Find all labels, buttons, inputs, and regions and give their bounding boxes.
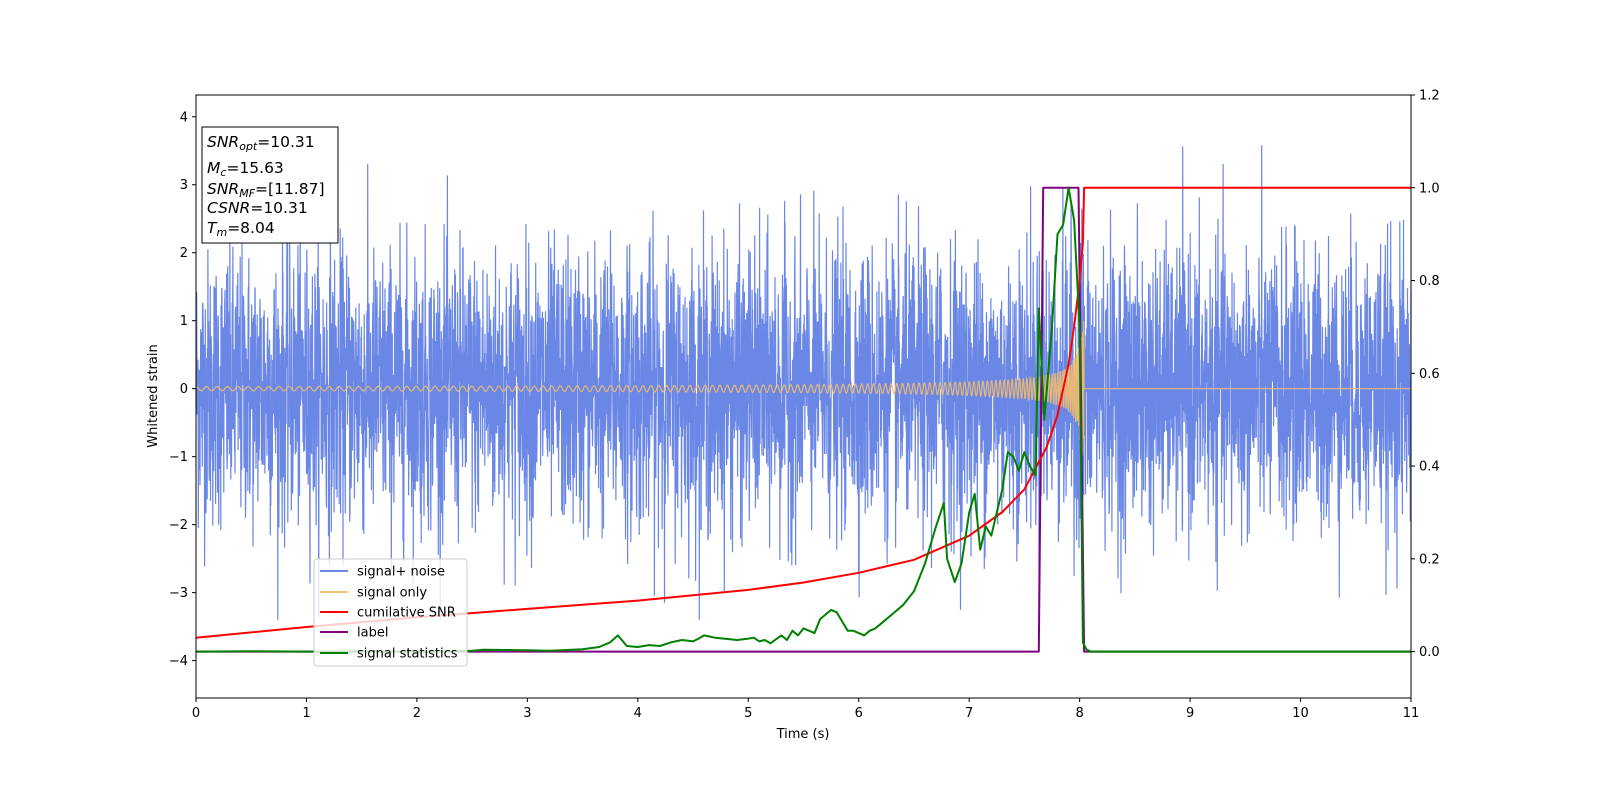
y-tick-label: −3 — [169, 586, 188, 601]
legend-frame — [313, 558, 468, 667]
x-tick-label: 1 — [302, 706, 310, 721]
x-tick-label: 3 — [523, 706, 531, 721]
annotation-line: Tm=8.04 — [207, 219, 275, 239]
y-tick-label: 2 — [180, 246, 188, 261]
x-tick-label: 4 — [634, 706, 642, 721]
x-tick-label: 5 — [744, 706, 752, 721]
y-tick-label: 4 — [180, 110, 188, 125]
x-axis-title: Time (s) — [776, 727, 830, 742]
y-tick-label: 0 — [180, 382, 188, 397]
y2-tick-label: 0.4 — [1419, 460, 1440, 475]
legend-label: signal only — [357, 586, 427, 601]
x-axis-ticks: 0 1 2 3 4 5 6 7 8 9 10 11 — [192, 698, 1419, 721]
series-line-cumulative-snr — [195, 186, 1411, 639]
x-tick-label: 10 — [1292, 706, 1309, 721]
y2-axis-ticks: 1.2 1.0 0.8 0.6 0.4 0.2 0.0 — [1411, 89, 1440, 660]
annotation-lines: SNRopt=10.31 Mc=15.63SNRMF=[11.87]CSNR=10… — [207, 133, 325, 239]
y2-tick-label: 0.8 — [1419, 274, 1440, 289]
y-axis-ticks: 4 3 2 1 0 −1 −2 −3 −4 — [169, 110, 196, 669]
y-tick-label: 3 — [180, 178, 188, 193]
series-layer — [195, 145, 1412, 653]
plot-frame — [195, 94, 1412, 699]
annotation-box: SNRopt=10.31 Mc=15.63SNRMF=[11.87]CSNR=10… — [201, 126, 339, 244]
y2-tick-label: 1.2 — [1419, 89, 1440, 104]
x-tick-label: 0 — [192, 706, 200, 721]
y-tick-label: 1 — [180, 314, 188, 329]
x-tick-label: 9 — [1186, 706, 1194, 721]
y-tick-label: −4 — [169, 654, 188, 669]
legend-label: label — [357, 626, 388, 641]
x-tick-label: 2 — [413, 706, 421, 721]
legend-label: signal statistics — [357, 647, 458, 662]
legend: signal+ noise signal only cumilative SNR la… — [313, 558, 468, 667]
y2-tick-label: 0.0 — [1419, 645, 1440, 660]
x-tick-label: 11 — [1403, 706, 1420, 721]
y2-tick-label: 0.6 — [1419, 367, 1440, 382]
series-line-signal-statistics — [195, 186, 1411, 653]
y2-tick-label: 1.0 — [1419, 181, 1440, 196]
x-tick-label: 7 — [965, 706, 973, 721]
y-tick-label: −2 — [169, 518, 188, 533]
legend-label: signal+ noise — [357, 565, 445, 580]
legend-label: cumilative SNR — [357, 606, 456, 621]
y-axis-title: Whitened strain — [146, 344, 161, 447]
annotation-line: SNRopt=10.31 — [207, 133, 315, 153]
series-line-signal-only — [195, 320, 1411, 456]
annotation-line: CSNR=10.31 — [207, 199, 308, 217]
annotation-line: SNRMF=[11.87] — [207, 180, 325, 200]
x-tick-label: 6 — [855, 706, 863, 721]
x-tick-label: 8 — [1075, 706, 1083, 721]
y2-tick-label: 0.2 — [1419, 552, 1440, 567]
y-tick-label: −1 — [169, 450, 188, 465]
series-line-signal-noise — [195, 145, 1412, 620]
annotation-line: Mc=15.63 — [207, 159, 284, 179]
legend-items: signal+ noise signal only cumilative SNR la… — [320, 565, 458, 662]
